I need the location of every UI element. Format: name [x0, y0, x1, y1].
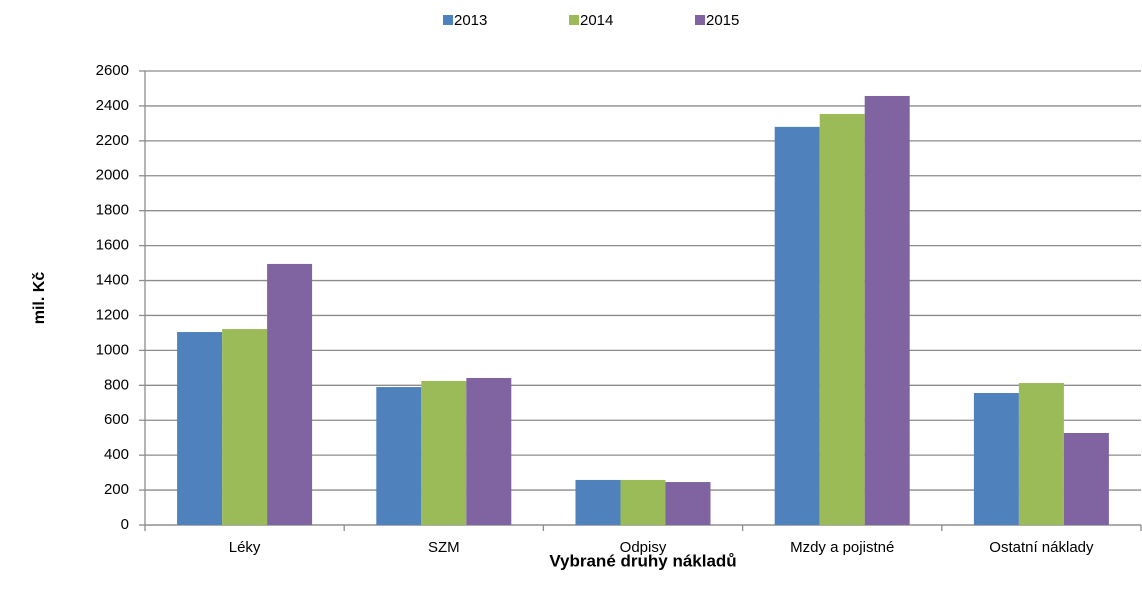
x-axis-label: Vybrané druhy nákladů: [549, 551, 736, 570]
y-tick-label: 1000: [96, 341, 129, 358]
x-tick-label: Odpisy: [620, 539, 667, 556]
y-tick-label: 2400: [96, 97, 129, 114]
y-tick-label: 2200: [96, 132, 129, 149]
bar: [267, 263, 313, 525]
legend-label: 2013: [454, 12, 487, 29]
bar: [665, 482, 711, 525]
legend-swatch: [443, 15, 453, 25]
y-tick-label: 1200: [96, 306, 129, 323]
y-tick-label: 2600: [96, 62, 129, 79]
bar: [376, 387, 422, 525]
x-tick-label: SZM: [428, 539, 460, 556]
y-tick-label: 600: [104, 411, 129, 428]
y-tick-label: 2000: [96, 167, 129, 184]
y-axis-label: mil. Kč: [31, 272, 48, 325]
legend-label: 2014: [580, 12, 613, 29]
y-tick-label: 1400: [96, 272, 129, 289]
y-tick-label: 1600: [96, 237, 129, 254]
bar: [819, 113, 865, 525]
bar: [222, 329, 268, 525]
bar: [575, 479, 621, 525]
legend-label: 2015: [706, 12, 739, 29]
bar: [620, 479, 666, 525]
bar: [973, 392, 1019, 525]
y-tick-label: 800: [104, 376, 129, 393]
bar: [177, 332, 223, 525]
y-tick-label: 0: [121, 516, 129, 533]
y-tick-label: 1800: [96, 202, 129, 219]
bar: [1018, 383, 1064, 525]
legend-swatch: [695, 15, 705, 25]
y-tick-label: 400: [104, 446, 129, 463]
bar: [421, 380, 467, 525]
x-tick-label: Ostatní náklady: [989, 539, 1094, 556]
bar: [864, 95, 910, 525]
x-tick-label: Mzdy a pojistné: [790, 539, 894, 556]
bar: [466, 377, 512, 525]
legend-swatch: [569, 15, 579, 25]
bar: [774, 126, 820, 525]
bar: [1063, 432, 1109, 525]
x-tick-label: Léky: [229, 539, 261, 556]
y-tick-label: 200: [104, 481, 129, 498]
